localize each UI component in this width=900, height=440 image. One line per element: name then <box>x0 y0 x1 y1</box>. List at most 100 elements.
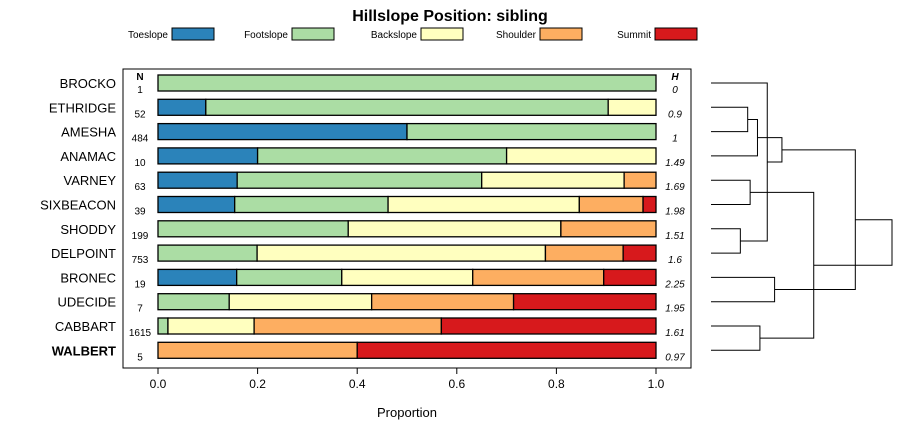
x-tick-label: 1.0 <box>648 377 665 391</box>
n-value: 10 <box>134 158 146 169</box>
category-label: DELPOINT <box>51 246 116 261</box>
n-value: 52 <box>134 109 146 120</box>
legend-swatch <box>171 27 215 41</box>
legend-label: Toeslope <box>128 30 168 41</box>
bar-segment <box>622 244 657 262</box>
bar-segment <box>236 171 483 189</box>
dendrogram-branch <box>711 118 758 157</box>
bar-segment <box>157 195 236 214</box>
bar-segment <box>603 268 657 287</box>
legend-swatch <box>291 27 335 41</box>
n-column-header: N <box>136 72 143 83</box>
bar-segment <box>157 98 207 116</box>
n-value: 7 <box>137 304 143 315</box>
h-value: 1.61 <box>665 328 684 339</box>
bar-segment <box>167 317 255 335</box>
dendrogram-branch <box>711 106 749 133</box>
category-label: ANAMAC <box>60 149 116 164</box>
h-value: 1.98 <box>665 207 685 218</box>
bar-segment <box>157 268 238 287</box>
bar-segment <box>623 171 657 189</box>
bar-segment <box>157 147 259 165</box>
bar-segment <box>387 195 580 214</box>
n-value: 19 <box>134 279 146 290</box>
h-value: 1.51 <box>665 231 684 242</box>
n-value: 484 <box>132 134 149 145</box>
bar-segment <box>157 122 408 141</box>
bar-segment <box>642 195 657 214</box>
bar-segment <box>205 98 609 116</box>
bar-segment <box>157 171 238 189</box>
h-value: 1.49 <box>665 158 685 169</box>
h-value: 0 <box>672 85 678 96</box>
category-label: WALBERT <box>52 343 116 358</box>
x-tick-label: 0.0 <box>150 377 167 391</box>
bar-segment <box>253 317 443 335</box>
legend-swatch <box>654 27 698 41</box>
bar-segment <box>512 293 657 311</box>
bar-segment <box>406 122 657 141</box>
bar-segment <box>481 171 625 189</box>
x-tick-label: 0.8 <box>548 377 565 391</box>
bar-segment <box>157 317 169 335</box>
x-axis-title: Proportion <box>377 405 437 420</box>
bar-segment <box>228 293 373 311</box>
category-label: UDECIDE <box>57 295 116 310</box>
x-tick-label: 0.6 <box>448 377 465 391</box>
x-tick-label: 0.2 <box>249 377 266 391</box>
h-value: 2.25 <box>664 279 685 290</box>
category-label: ETHRIDGE <box>49 100 117 115</box>
dendrogram-branch <box>711 276 776 303</box>
category-label: AMESHA <box>61 125 116 140</box>
dendrogram-branch <box>711 82 768 242</box>
dendrogram <box>711 82 893 351</box>
n-value: 753 <box>132 255 149 266</box>
legend-label: Footslope <box>244 30 288 41</box>
legend-swatch <box>420 27 464 41</box>
legend-swatch <box>539 27 583 41</box>
bar-segment <box>607 98 657 116</box>
x-tick-label: 0.4 <box>349 377 366 391</box>
dendrogram-branch <box>711 325 761 351</box>
dendrogram-branch <box>774 149 856 291</box>
bar-segment <box>157 220 349 238</box>
bar-segment <box>341 268 474 287</box>
h-value: 0.97 <box>665 352 685 363</box>
bar-segment <box>370 293 515 311</box>
h-value: 1 <box>672 134 678 145</box>
category-label: SHODDY <box>60 222 116 237</box>
bar-segment <box>578 195 644 214</box>
legend-label: Shoulder <box>496 30 537 41</box>
dendrogram-branch <box>711 228 741 254</box>
h-column-header: H <box>671 72 679 83</box>
bar-segment <box>234 195 389 214</box>
h-value: 1.69 <box>665 182 685 193</box>
category-label: BROCKO <box>60 76 116 91</box>
n-value: 39 <box>134 207 146 218</box>
category-label: BRONEC <box>60 270 116 285</box>
plot-panel <box>122 68 692 369</box>
category-label: CABBART <box>55 319 116 334</box>
n-value: 1615 <box>129 328 152 339</box>
category-label: VARNEY <box>64 173 117 188</box>
legend-label: Backslope <box>371 30 418 41</box>
bar-segment <box>157 293 230 311</box>
bar-segment <box>440 317 657 335</box>
legend-label: Summit <box>617 30 651 41</box>
bar-segment <box>347 220 562 238</box>
category-label: SIXBEACON <box>40 198 116 213</box>
chart-title: Hillslope Position: sibling <box>352 8 548 25</box>
bar-segment <box>356 341 657 359</box>
n-value: 5 <box>137 352 143 363</box>
bar-segment <box>157 244 258 262</box>
bar-segment <box>505 147 657 165</box>
dendrogram-branch <box>711 179 751 205</box>
bar-segment <box>157 341 358 359</box>
x-axis: 0.0 0.2 0.4 0.6 0.8 1.0 <box>150 368 665 391</box>
bar-segment <box>472 268 605 287</box>
dendrogram-branch <box>750 191 815 339</box>
bar-segment <box>236 268 343 287</box>
n-value: 63 <box>134 182 146 193</box>
